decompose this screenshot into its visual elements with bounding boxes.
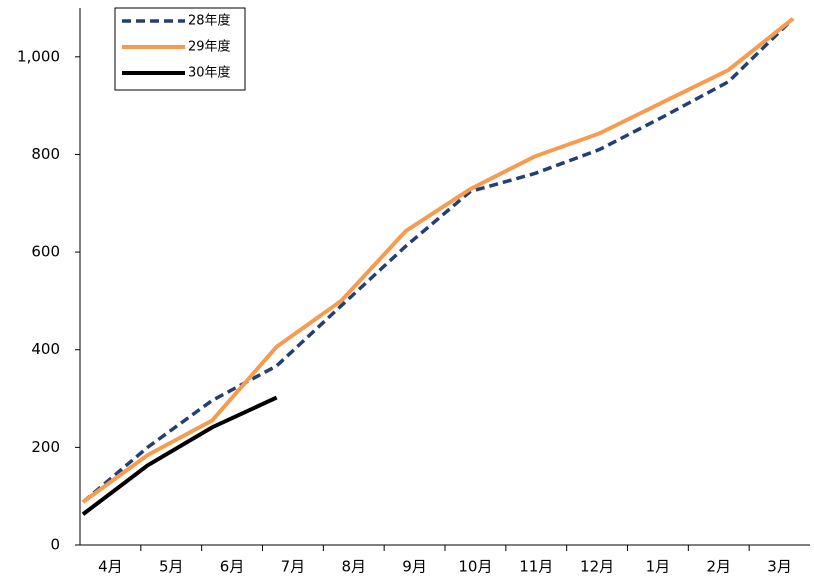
x-tick-label: 7月 <box>281 558 306 576</box>
x-tick-label: 11月 <box>519 558 553 576</box>
y-tick-label: 0 <box>50 536 60 554</box>
x-tick-label: 9月 <box>402 558 427 576</box>
legend-label: 30年度 <box>188 65 231 81</box>
y-tick-label: 1,000 <box>17 47 60 65</box>
legend-label: 28年度 <box>188 13 231 29</box>
x-tick-label: 1月 <box>646 558 671 576</box>
x-tick-label: 2月 <box>706 558 731 576</box>
y-tick-label: 600 <box>31 243 60 261</box>
y-tick-label: 800 <box>31 145 60 163</box>
legend-label: 29年度 <box>188 39 231 55</box>
x-tick-label: 6月 <box>220 558 245 576</box>
x-tick-label: 12月 <box>580 558 614 576</box>
x-tick-label: 8月 <box>341 558 366 576</box>
x-tick-label: 10月 <box>458 558 492 576</box>
y-tick-label: 400 <box>31 340 60 358</box>
series-line <box>81 17 795 504</box>
y-tick-label: 200 <box>31 438 60 456</box>
series-line <box>81 395 278 516</box>
x-tick-label: 3月 <box>767 558 792 576</box>
x-tick-label: 4月 <box>98 558 123 576</box>
x-tick-label: 5月 <box>159 558 184 576</box>
series-line <box>81 17 795 504</box>
